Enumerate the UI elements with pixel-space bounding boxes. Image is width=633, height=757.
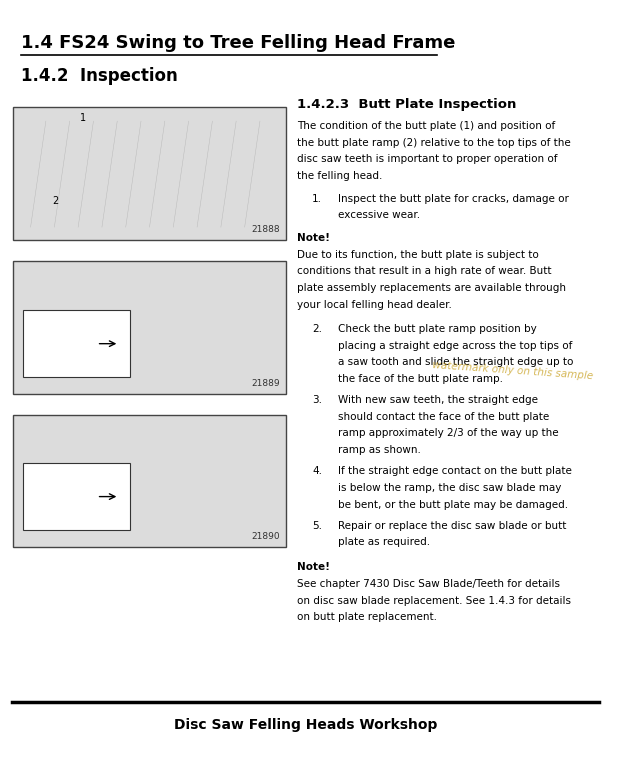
Text: See chapter 7430 Disc Saw Blade/Teeth for details: See chapter 7430 Disc Saw Blade/Teeth fo… <box>297 579 560 589</box>
Text: on disc saw blade replacement. See 1.4.3 for details: on disc saw blade replacement. See 1.4.3… <box>297 596 570 606</box>
Text: placing a straight edge across the top tips of: placing a straight edge across the top t… <box>338 341 573 350</box>
Text: be bent, or the butt plate may be damaged.: be bent, or the butt plate may be damage… <box>338 500 568 509</box>
Text: a saw tooth and slide the straight edge up to: a saw tooth and slide the straight edge … <box>338 357 573 367</box>
Bar <box>13 415 285 547</box>
Text: watermark only on this sample: watermark only on this sample <box>432 360 593 381</box>
Text: plate as required.: plate as required. <box>338 537 430 547</box>
Text: 1.4 FS24 Swing to Tree Felling Head Frame: 1.4 FS24 Swing to Tree Felling Head Fram… <box>22 34 456 52</box>
Text: 1.4.2.3  Butt Plate Inspection: 1.4.2.3 Butt Plate Inspection <box>297 98 516 111</box>
Text: 4.: 4. <box>312 466 322 476</box>
Text: Note!: Note! <box>297 233 330 243</box>
Text: 21890: 21890 <box>251 532 280 541</box>
Text: Disc Saw Felling Heads Workshop: Disc Saw Felling Heads Workshop <box>174 718 437 731</box>
Text: Note!: Note! <box>297 562 330 572</box>
Text: your local felling head dealer.: your local felling head dealer. <box>297 300 451 310</box>
Text: plate assembly replacements are available through: plate assembly replacements are availabl… <box>297 283 566 293</box>
Text: 2.: 2. <box>312 324 322 334</box>
Text: Check the butt plate ramp position by: Check the butt plate ramp position by <box>338 324 537 334</box>
Text: ramp approximately 2/3 of the way up the: ramp approximately 2/3 of the way up the <box>338 428 559 438</box>
Text: should contact the face of the butt plate: should contact the face of the butt plat… <box>338 412 549 422</box>
Text: the felling head.: the felling head. <box>297 171 382 181</box>
Text: conditions that result in a high rate of wear. Butt: conditions that result in a high rate of… <box>297 266 551 276</box>
Text: the butt plate ramp (2) relative to the top tips of the: the butt plate ramp (2) relative to the … <box>297 138 570 148</box>
Text: 1: 1 <box>80 113 85 123</box>
Text: 1.: 1. <box>312 194 322 204</box>
Bar <box>23 463 130 530</box>
Text: the face of the butt plate ramp.: the face of the butt plate ramp. <box>338 374 503 384</box>
Text: 21889: 21889 <box>251 378 280 388</box>
Text: If the straight edge contact on the butt plate: If the straight edge contact on the butt… <box>338 466 572 476</box>
Text: The condition of the butt plate (1) and position of: The condition of the butt plate (1) and … <box>297 121 555 131</box>
Text: Inspect the butt plate for cracks, damage or: Inspect the butt plate for cracks, damag… <box>338 194 569 204</box>
Text: Due to its function, the butt plate is subject to: Due to its function, the butt plate is s… <box>297 250 539 260</box>
Bar <box>13 107 285 240</box>
Text: 2: 2 <box>52 196 58 207</box>
Bar <box>23 310 130 377</box>
Text: Repair or replace the disc saw blade or butt: Repair or replace the disc saw blade or … <box>338 521 567 531</box>
Text: With new saw teeth, the straight edge: With new saw teeth, the straight edge <box>338 395 538 405</box>
Text: on butt plate replacement.: on butt plate replacement. <box>297 612 437 622</box>
Text: 21888: 21888 <box>251 225 280 234</box>
Text: is below the ramp, the disc saw blade may: is below the ramp, the disc saw blade ma… <box>338 483 561 493</box>
Text: 1.4.2  Inspection: 1.4.2 Inspection <box>22 67 178 85</box>
Text: 3.: 3. <box>312 395 322 405</box>
Text: disc saw teeth is important to proper operation of: disc saw teeth is important to proper op… <box>297 154 557 164</box>
Text: 5.: 5. <box>312 521 322 531</box>
Text: ramp as shown.: ramp as shown. <box>338 445 421 455</box>
Text: excessive wear.: excessive wear. <box>338 210 420 220</box>
Bar <box>13 261 285 394</box>
